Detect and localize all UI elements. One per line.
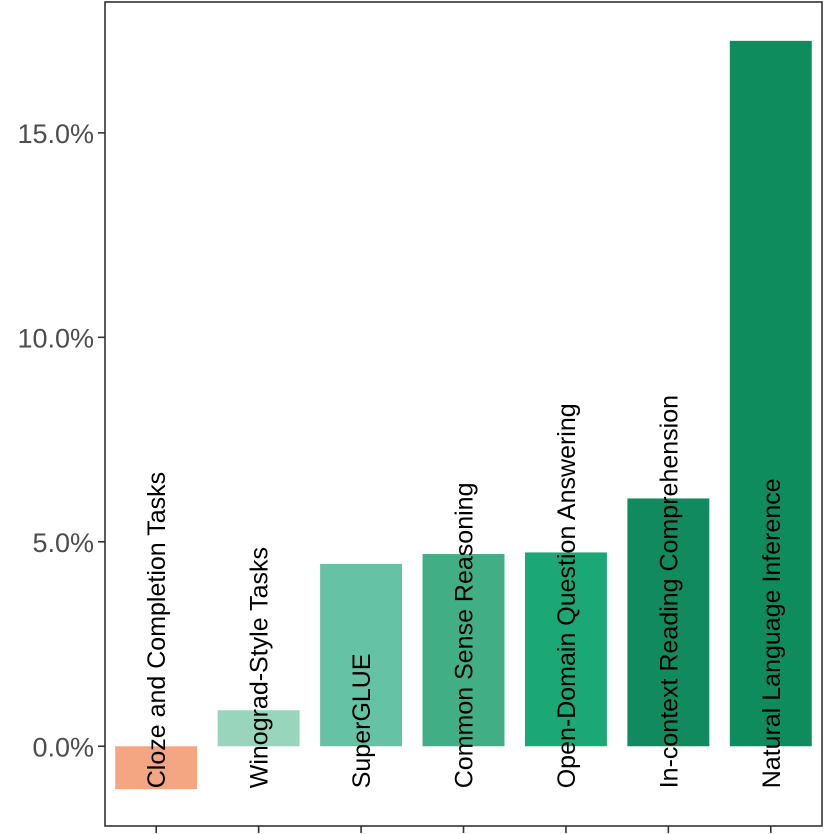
- bar-label-1: Cloze and Completion Tasks: [143, 472, 171, 788]
- bar-label-7: Natural Language Inference: [758, 478, 786, 788]
- bar-1: [115, 746, 198, 790]
- plot-panel-border: [104, 1, 823, 827]
- y-tick-label-2: 5.0%: [32, 528, 94, 558]
- y-axis: 0.0% 5.0% 10.0% 15.0%: [17, 119, 105, 762]
- y-tick-label-1: 0.0%: [32, 732, 94, 762]
- bar-label-4: Common Sense Reasoning: [451, 483, 479, 789]
- bar-label-3: SuperGLUE: [348, 653, 376, 788]
- bar-label-6: In-context Reading Comprehension: [655, 395, 683, 788]
- bar-label-5: Open-Domain Question Answering: [553, 403, 581, 788]
- bar-7: [729, 40, 812, 747]
- bars-group: [115, 40, 812, 790]
- bar-4: [422, 554, 505, 747]
- x-axis: [155, 826, 772, 833]
- bar-3: [320, 563, 403, 747]
- bar-5: [524, 552, 607, 747]
- bar-2: [217, 710, 300, 747]
- bar-labels-group: Cloze and Completion Tasks Winograd-Style…: [143, 395, 786, 788]
- bar-6: [627, 498, 710, 747]
- bar-label-2: Winograd-Style Tasks: [246, 547, 274, 788]
- y-tick-label-4: 15.0%: [17, 119, 94, 149]
- y-tick-label-3: 10.0%: [17, 323, 94, 353]
